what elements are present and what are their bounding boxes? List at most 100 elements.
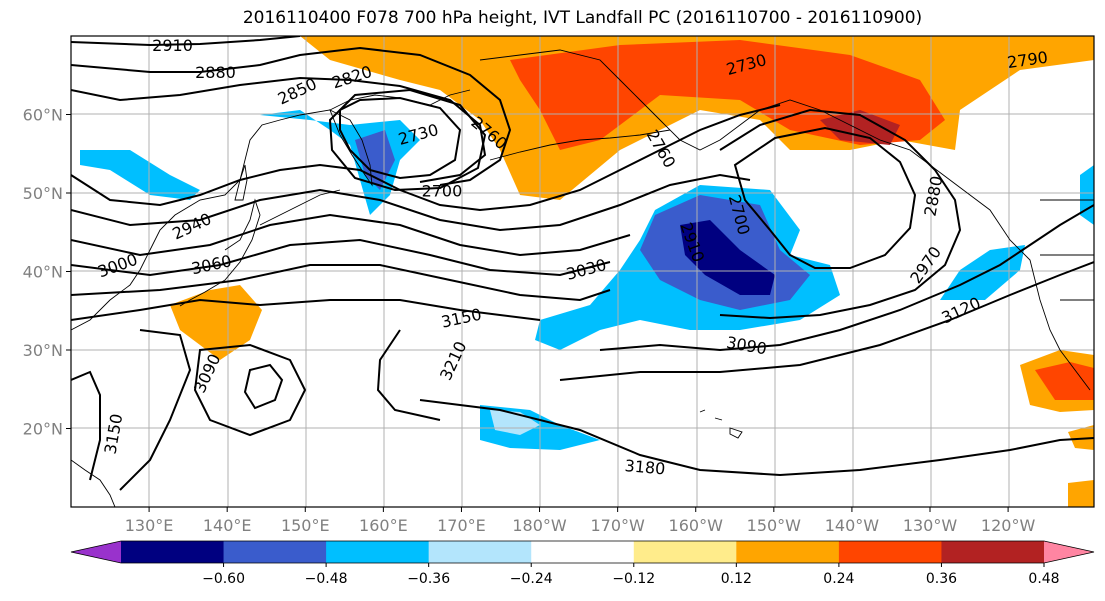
lat-tick-label: 50°N [23, 184, 63, 203]
colorbar: −0.60 −0.48 −0.36 −0.24 −0.12 0.12 0.24 0.36 0.4… [70, 540, 1095, 587]
contour-label-text: 3000 [95, 250, 140, 282]
contour-line [733, 126, 917, 269]
contour-label: 2910 [152, 36, 193, 55]
contour-label-text: 2880 [921, 174, 947, 217]
contour-line [71, 370, 101, 481]
contour-label-text: 2700 [422, 181, 463, 200]
contour-label-text: 2880 [195, 63, 236, 82]
colorbar-tick-label: −0.24 [510, 571, 553, 587]
asia-coastline [71, 89, 471, 331]
colorbar-outline [70, 540, 1095, 564]
contour-label-text: 2910 [152, 36, 193, 55]
contour-label: 3090 [190, 351, 224, 396]
contour-line [559, 261, 1094, 381]
colorbar-segment [531, 541, 635, 563]
contour-label: 2700 [422, 181, 463, 200]
sakhalin-coastline [234, 164, 248, 201]
contour-label: 3000 [95, 250, 140, 282]
lon-tick-label: 180°W [512, 516, 567, 535]
contour-label: 3210 [436, 338, 470, 383]
contour-line [71, 238, 611, 277]
colorbar-segment [223, 541, 327, 563]
lon-tick-label: 130°W [903, 516, 958, 535]
na-borders [1040, 199, 1094, 301]
positive-anomaly-sw [1068, 425, 1094, 450]
contour-line [71, 264, 611, 302]
contour-label: 2880 [921, 174, 947, 217]
contour-label-text: 3060 [190, 251, 234, 278]
contour-label-text: 3150 [101, 412, 127, 455]
contour-label-text: 3180 [624, 456, 666, 478]
contour-label: 3030 [564, 255, 608, 284]
contour-label-text: 3210 [436, 338, 470, 383]
contour-label: 2760 [643, 126, 680, 171]
lat-tick-label: 20°N [23, 420, 63, 439]
lon-tick-label: 140°W [825, 516, 880, 535]
colorbar-tick-label: −0.60 [202, 571, 245, 587]
contour-line [243, 363, 284, 410]
contour-label-text: 3090 [190, 351, 224, 396]
positive-anomaly-peak-north [820, 110, 900, 145]
contour-line [376, 329, 441, 421]
contour-line [119, 329, 192, 491]
lon-tick-label: 130°E [125, 516, 174, 535]
negative-anomaly-coast-east [1080, 165, 1094, 225]
negative-anomaly-coast [940, 245, 1025, 300]
kuril-islands [259, 189, 341, 226]
kamchatka-coastline [329, 109, 373, 187]
contour-label: 3150 [101, 412, 127, 455]
contour-line [71, 104, 781, 212]
colorbar-segment [736, 541, 840, 563]
negative-anomaly-subtropical-light [490, 410, 540, 435]
lon-tick-label: 170°W [590, 516, 645, 535]
contour-label: 2880 [195, 63, 236, 82]
contour-label: 2940 [169, 209, 214, 243]
philippine-coast [71, 459, 116, 507]
colorbar-segment [838, 541, 942, 563]
lon-tick-label: 150°W [747, 516, 802, 535]
contour-line [193, 343, 307, 437]
colorbar-tick-label: 0.48 [1028, 571, 1059, 587]
colorbar-extend-max [1044, 541, 1094, 563]
contour-label: 3060 [190, 251, 234, 278]
lon-tick-label: 120°W [981, 516, 1036, 535]
contour-label-text: 2760 [643, 126, 680, 171]
contour-label: 3180 [624, 456, 666, 478]
colorbar-tick-label: 0.36 [926, 571, 957, 587]
contour-label-text: 2970 [906, 243, 945, 287]
alaska-coastline [479, 49, 1091, 391]
lat-tick-label: 40°N [23, 263, 63, 282]
colorbar-extend-min [71, 541, 121, 563]
hawaii-islands [699, 409, 743, 439]
lat-tick-label: 30°N [23, 341, 63, 360]
coastlines [71, 49, 1094, 507]
map-title: 2016110400 F078 700 hPa height, IVT Land… [242, 8, 923, 28]
lon-tick-label: 160°W [669, 516, 724, 535]
negative-anomaly-peak-central [680, 220, 775, 295]
colorbar-segment [941, 541, 1045, 563]
contour-label: 2970 [906, 243, 945, 287]
colorbar-segment [326, 541, 430, 563]
contour-line [719, 108, 962, 320]
colorbar-tick-label: −0.48 [305, 571, 348, 587]
lon-tick-label: 140°E [203, 516, 252, 535]
contour-line [599, 204, 1094, 352]
contour-line [71, 298, 541, 321]
contour-label-text: 3030 [564, 255, 608, 284]
colorbar-tick-label: 0.12 [721, 571, 752, 587]
height-contours [71, 36, 1094, 491]
japan-coastline [179, 198, 261, 307]
contour-label-text: 3090 [725, 333, 768, 359]
lon-tick-label: 170°E [437, 516, 486, 535]
contour-line [419, 399, 1094, 477]
contour-line [71, 213, 631, 257]
contour-line [71, 36, 301, 47]
contour-line [71, 46, 512, 186]
positive-anomaly-mexico-core [1035, 362, 1094, 400]
positive-anomaly-se [1068, 480, 1094, 507]
lat-tick-label: 60°N [23, 106, 63, 125]
colorbar-tick-label: −0.12 [612, 571, 655, 587]
lon-tick-label: 160°E [359, 516, 408, 535]
colorbar-segment [121, 541, 225, 563]
